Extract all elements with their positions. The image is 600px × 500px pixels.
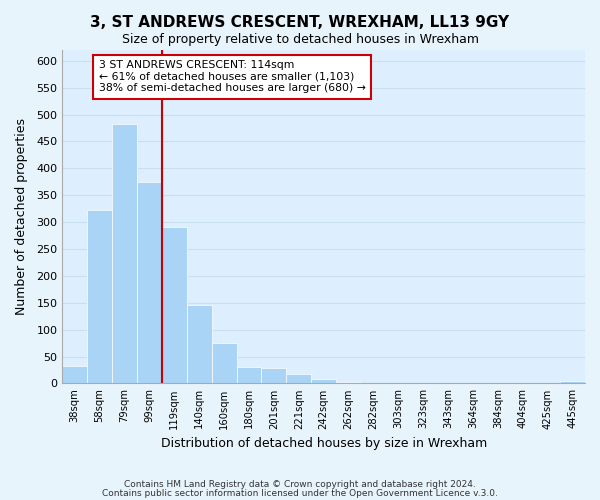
Bar [311, 379, 336, 384]
Bar [262, 368, 286, 384]
Bar [286, 374, 311, 384]
Text: 3, ST ANDREWS CRESCENT, WREXHAM, LL13 9GY: 3, ST ANDREWS CRESCENT, WREXHAM, LL13 9G… [91, 15, 509, 30]
Bar [62, 366, 87, 384]
Bar [212, 342, 236, 384]
Text: Contains HM Land Registry data © Crown copyright and database right 2024.: Contains HM Land Registry data © Crown c… [124, 480, 476, 489]
Bar [162, 227, 187, 384]
Bar [361, 383, 386, 384]
Bar [137, 182, 162, 384]
Bar [87, 210, 112, 384]
Bar [112, 124, 137, 384]
Text: Size of property relative to detached houses in Wrexham: Size of property relative to detached ho… [121, 32, 479, 46]
Bar [236, 367, 262, 384]
Bar [187, 306, 212, 384]
Bar [386, 383, 411, 384]
Bar [560, 382, 585, 384]
Bar [336, 382, 361, 384]
Text: Contains public sector information licensed under the Open Government Licence v.: Contains public sector information licen… [102, 488, 498, 498]
Y-axis label: Number of detached properties: Number of detached properties [15, 118, 28, 315]
Text: 3 ST ANDREWS CRESCENT: 114sqm
← 61% of detached houses are smaller (1,103)
38% o: 3 ST ANDREWS CRESCENT: 114sqm ← 61% of d… [99, 60, 366, 93]
X-axis label: Distribution of detached houses by size in Wrexham: Distribution of detached houses by size … [161, 437, 487, 450]
